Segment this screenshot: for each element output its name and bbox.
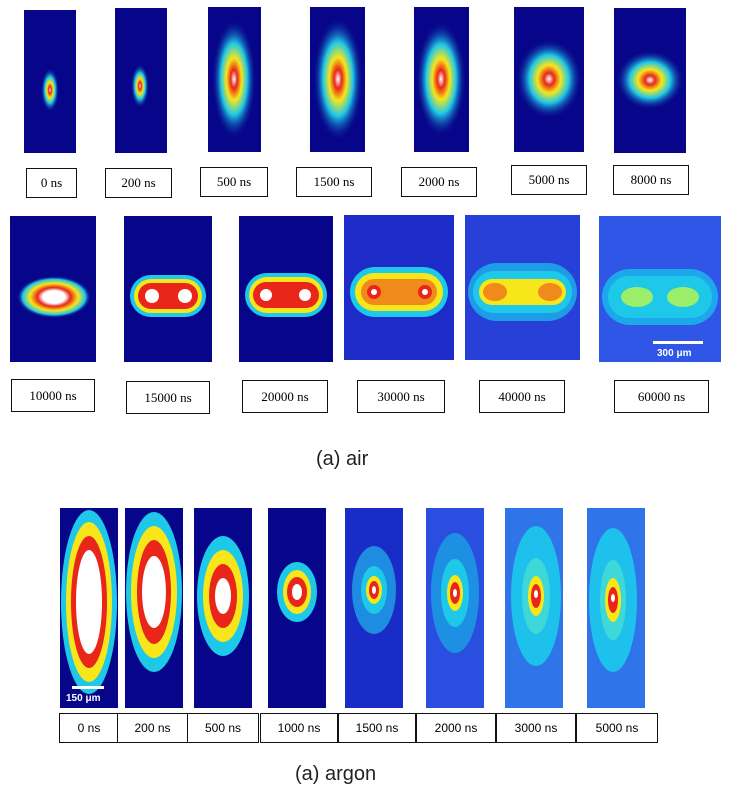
air-image-200ns [115, 8, 167, 153]
argon-label-200ns: 200 ns [117, 713, 188, 743]
air-label-0ns: 0 ns [26, 168, 77, 198]
air-label-200ns: 200 ns [105, 168, 172, 198]
argon-label-0ns: 0 ns [59, 713, 119, 743]
argon-caption: (a) argon [295, 763, 377, 785]
air-label-500ns: 500 ns [200, 167, 268, 197]
air-label-20000ns: 20000 ns [242, 380, 328, 413]
argon-label-1000ns: 1000 ns [260, 713, 338, 743]
argon-image-3000ns [505, 508, 563, 708]
argon-label-2000ns: 2000 ns [416, 713, 496, 743]
air-label-30000ns: 30000 ns [357, 380, 445, 413]
air-label-5000ns: 5000 ns [511, 165, 587, 195]
air-image-20000ns [239, 216, 333, 362]
air-label-2000ns: 2000 ns [401, 167, 477, 197]
air-label-10000ns: 10000 ns [11, 379, 95, 412]
air-image-30000ns [344, 215, 454, 360]
argon-image-200ns [125, 508, 183, 708]
air-label-60000ns: 60000 ns [614, 380, 709, 413]
air-image-40000ns [465, 215, 580, 360]
argon-label-5000ns: 5000 ns [576, 713, 658, 743]
argon-image-0ns: 150 μm [60, 508, 118, 708]
air-label-40000ns: 40000 ns [479, 380, 565, 413]
argon-image-1000ns [268, 508, 326, 708]
air-image-10000ns [10, 216, 96, 362]
argon-label-3000ns: 3000 ns [496, 713, 576, 743]
air-image-5000ns [514, 7, 584, 152]
air-image-0ns [24, 10, 76, 153]
air-image-1500ns [310, 7, 365, 152]
air-image-60000ns: 300 μm [599, 216, 721, 362]
scale-bar-150um [72, 686, 104, 689]
air-image-500ns [208, 7, 261, 152]
air-caption: (a) air [316, 448, 369, 470]
scale-bar-150um-label: 150 μm [66, 693, 101, 704]
air-label-8000ns: 8000 ns [613, 165, 689, 195]
air-image-2000ns [414, 7, 469, 152]
scale-bar-300um-label: 300 μm [657, 348, 692, 359]
argon-image-2000ns [426, 508, 484, 708]
air-image-8000ns [614, 8, 686, 153]
argon-image-5000ns [587, 508, 645, 708]
argon-image-1500ns [345, 508, 403, 708]
air-label-15000ns: 15000 ns [126, 381, 210, 414]
scale-bar-300um [653, 341, 703, 344]
air-label-1500ns: 1500 ns [296, 167, 372, 197]
argon-label-500ns: 500 ns [187, 713, 259, 743]
air-image-15000ns [124, 216, 212, 362]
argon-label-1500ns: 1500 ns [338, 713, 416, 743]
argon-image-500ns [194, 508, 252, 708]
